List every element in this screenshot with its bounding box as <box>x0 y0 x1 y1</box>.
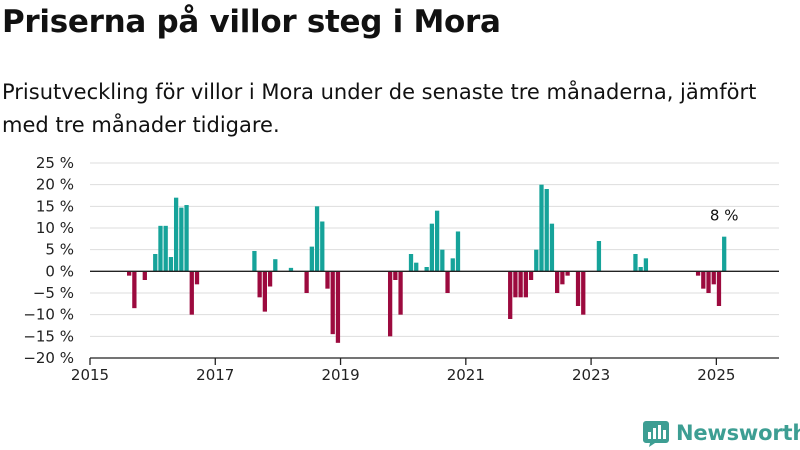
bar <box>325 271 330 289</box>
bar <box>701 271 706 289</box>
bar <box>445 271 450 293</box>
annotations: 8 % <box>710 207 739 225</box>
bar <box>335 271 341 343</box>
bar <box>179 207 184 272</box>
bar <box>539 184 544 272</box>
bar <box>414 262 419 272</box>
bar <box>168 257 174 272</box>
y-tick-label: 10 % <box>36 219 74 237</box>
x-tick-label: 2019 <box>321 366 359 384</box>
brand-name: Newsworthy <box>676 421 800 445</box>
y-tick-label: 20 % <box>36 176 74 194</box>
y-tick-label: −5 % <box>33 284 74 302</box>
bar <box>330 271 335 335</box>
bar-chart: 25 % 20 % 15 % 10 % 5 % 0 % −5 % −10 % −15 % −20 … <box>23 154 779 384</box>
bar <box>257 271 262 298</box>
bar <box>549 223 555 272</box>
y-tick-label: 15 % <box>36 197 74 215</box>
bar <box>189 271 194 315</box>
bar <box>513 271 518 298</box>
bar <box>184 205 189 272</box>
x-tick-label: 2023 <box>572 366 610 384</box>
x-tick-label: 2025 <box>697 366 735 384</box>
bar <box>142 271 147 280</box>
bar <box>638 267 643 272</box>
newsworthy-logo-icon <box>643 421 669 447</box>
x-axis-tick-labels: 2015 2017 2019 2021 2023 2025 <box>71 366 736 384</box>
bar <box>565 271 570 276</box>
bar <box>132 271 137 309</box>
y-axis-tick-labels: 25 % 20 % 15 % 10 % 5 % 0 % −5 % −10 % −15 % −20 … <box>23 154 74 367</box>
x-tick-label: 2021 <box>447 366 485 384</box>
bars <box>127 184 727 343</box>
bar <box>633 254 638 272</box>
bar <box>173 197 179 272</box>
bar <box>560 271 565 285</box>
bar <box>440 249 445 272</box>
bar <box>518 271 523 298</box>
bar <box>158 225 163 272</box>
bar <box>555 271 560 293</box>
bar <box>695 271 701 276</box>
bar <box>163 225 168 272</box>
y-tick-label: 0 % <box>45 262 74 280</box>
chart-title: Priserna på villor steg i Mora <box>2 4 501 40</box>
bar <box>722 236 727 272</box>
bar <box>288 267 294 272</box>
bar <box>304 271 309 293</box>
bar <box>643 258 649 272</box>
bar <box>528 271 534 280</box>
bar <box>508 271 513 319</box>
bar <box>194 271 200 285</box>
bar <box>309 246 314 272</box>
y-tick-label: −20 % <box>23 349 74 367</box>
bar <box>387 271 393 337</box>
bar <box>153 254 158 272</box>
bar <box>429 223 435 272</box>
grid-lines <box>90 162 779 337</box>
y-tick-label: 25 % <box>36 154 74 172</box>
bar <box>455 231 461 272</box>
bar <box>523 271 528 298</box>
brand-logo: Newsworthy <box>643 418 800 448</box>
bar <box>706 271 711 293</box>
bar <box>408 254 414 272</box>
bar <box>544 189 549 272</box>
y-tick-label: −15 % <box>23 327 74 345</box>
bar <box>575 271 581 306</box>
x-tick-label: 2015 <box>71 366 109 384</box>
x-tick-label: 2017 <box>196 366 234 384</box>
y-tick-label: −10 % <box>23 306 74 324</box>
bar <box>434 210 440 272</box>
bar <box>314 206 320 272</box>
bar <box>596 241 602 272</box>
bar <box>581 271 586 315</box>
bar <box>393 271 398 280</box>
chart-subtitle: Prisutveckling för villor i Mora under d… <box>2 80 757 137</box>
bar <box>424 267 429 272</box>
value-annotation: 8 % <box>710 207 739 225</box>
y-tick-label: 5 % <box>45 241 74 259</box>
bar <box>450 258 455 272</box>
bar <box>320 221 325 272</box>
bar <box>273 259 278 272</box>
bar <box>398 271 403 315</box>
bar <box>534 249 539 272</box>
bar <box>252 250 257 272</box>
axes <box>89 270 779 365</box>
bar <box>716 271 722 306</box>
bar <box>262 271 267 312</box>
bar <box>267 271 273 287</box>
bar <box>127 271 132 276</box>
bar <box>711 271 716 285</box>
